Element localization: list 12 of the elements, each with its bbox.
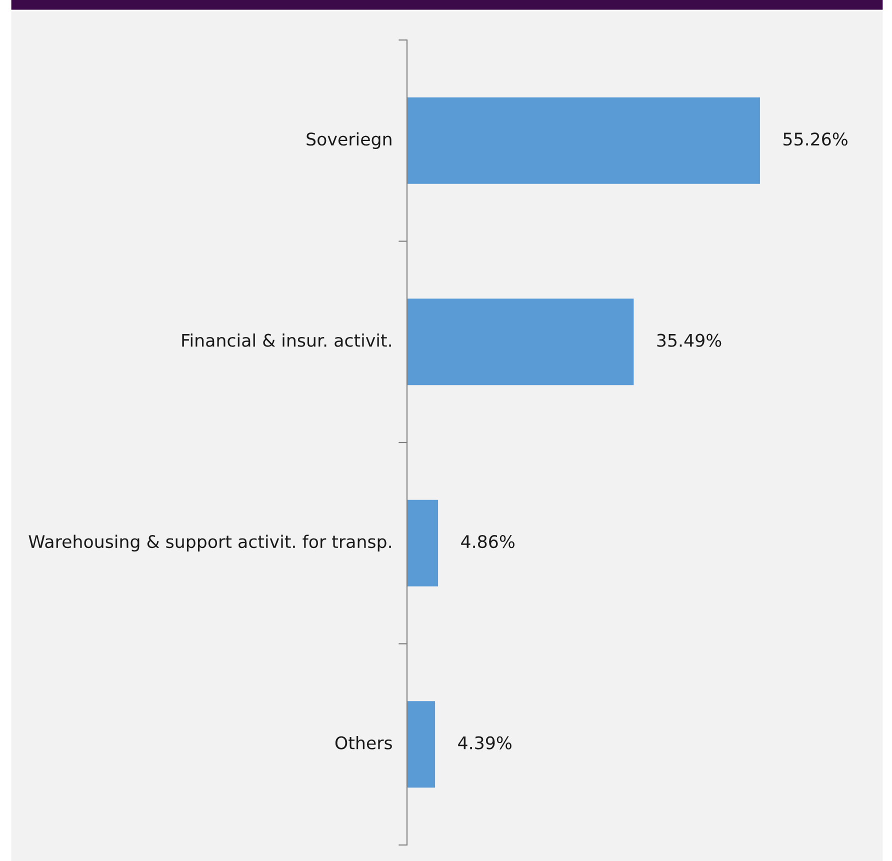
y-tick-label: Warehousing & support activit. for transp. [28, 534, 391, 552]
data-label: 35.49% [657, 334, 722, 347]
y-tick-label: Others [335, 736, 392, 750]
data-label: 55.26% [784, 132, 848, 146]
bar [407, 97, 760, 184]
bar [407, 701, 436, 788]
bar [407, 298, 634, 386]
y-tick-label: Soveriegn [306, 132, 392, 150]
data-label: 4.86% [461, 535, 514, 548]
bar [407, 500, 438, 586]
y-tick-label: Financial & insur. activit. [182, 333, 391, 347]
data-label: 4.39% [458, 736, 512, 750]
